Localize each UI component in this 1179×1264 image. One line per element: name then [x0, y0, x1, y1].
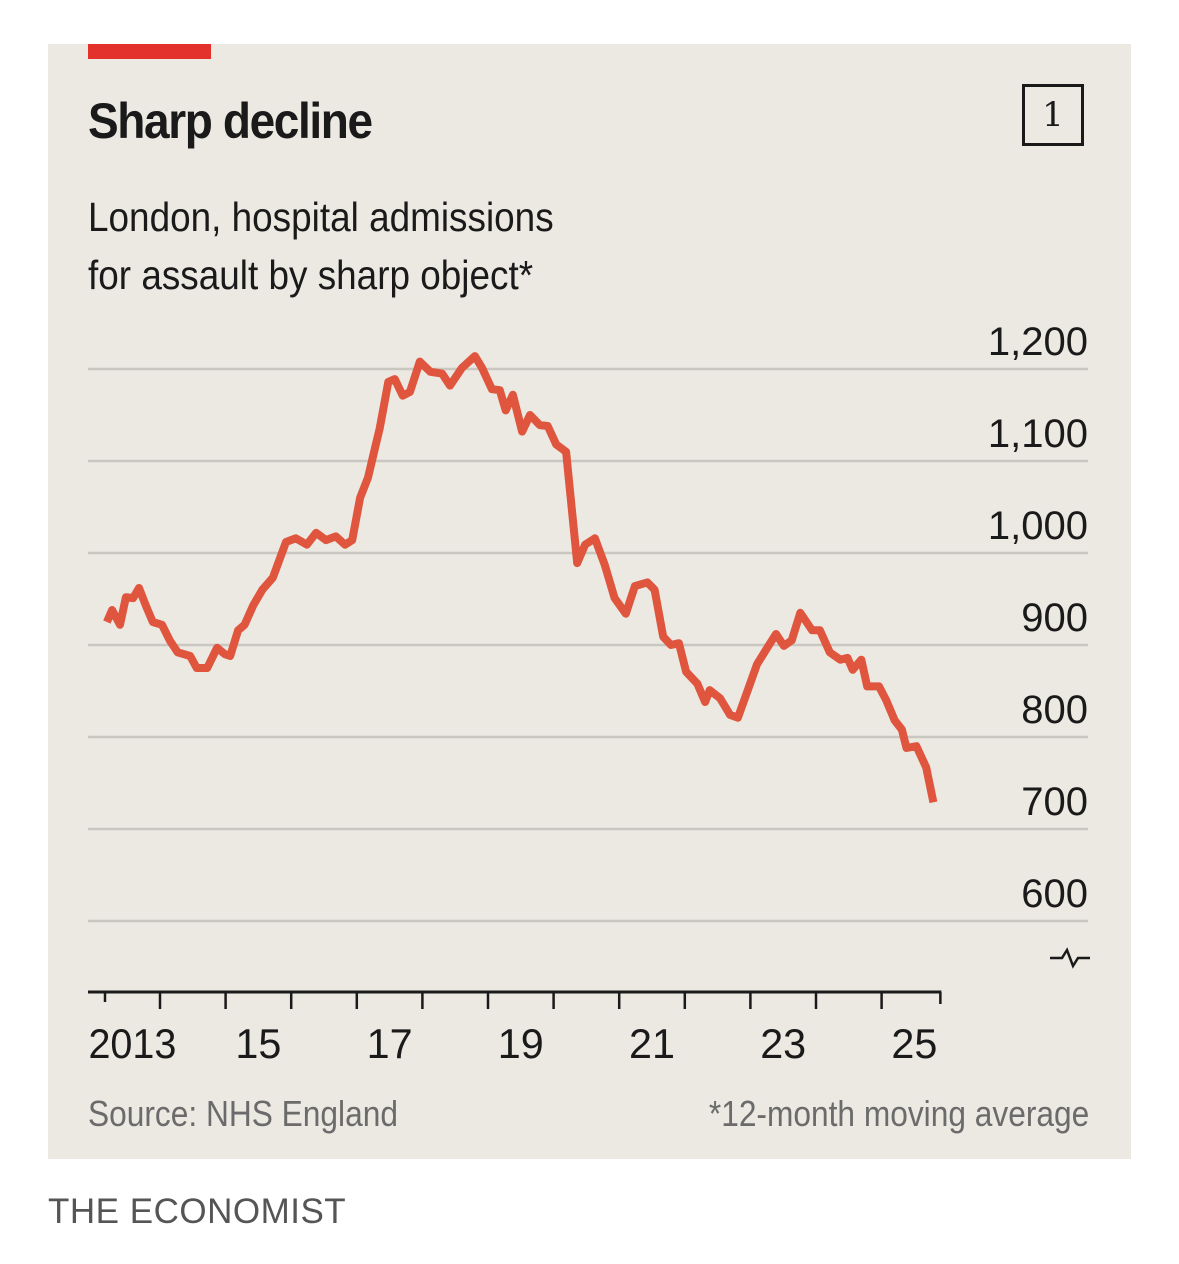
publisher-brand: THE ECONOMIST — [48, 1192, 347, 1231]
x-tick-label: 17 — [367, 1020, 413, 1067]
x-tick-label: 15 — [235, 1020, 281, 1067]
y-tick-label: 600 — [1021, 872, 1088, 916]
axis-break-icon — [1050, 947, 1090, 969]
chart-subtitle: London, hospital admissions for assault … — [88, 188, 554, 304]
y-tick-label: 700 — [1021, 780, 1088, 824]
x-tick-label: 19 — [498, 1020, 544, 1067]
x-tick-label: 25 — [891, 1020, 937, 1067]
x-tick-label: 23 — [760, 1020, 806, 1067]
chart-title: Sharp decline — [88, 93, 373, 149]
y-tick-label: 800 — [1021, 688, 1088, 732]
subtitle-line-1: London, hospital admissions — [88, 194, 554, 240]
x-tick-label: 21 — [629, 1020, 675, 1067]
accent-bar — [88, 44, 211, 59]
footnote: *12-month moving average — [708, 1093, 1089, 1134]
y-tick-label: 900 — [1021, 596, 1088, 640]
x-tick-label: 2013 — [88, 1020, 176, 1067]
y-tick-label: 1,100 — [988, 412, 1088, 456]
source-note: Source: NHS England — [88, 1093, 398, 1134]
y-tick-label: 1,200 — [988, 320, 1088, 364]
chart-panel — [48, 44, 1131, 1159]
y-tick-label: 1,000 — [988, 504, 1088, 548]
subtitle-line-2: for assault by sharp object* — [88, 252, 534, 298]
chart-number-badge: 1 — [1022, 84, 1084, 146]
series-line — [103, 352, 938, 804]
